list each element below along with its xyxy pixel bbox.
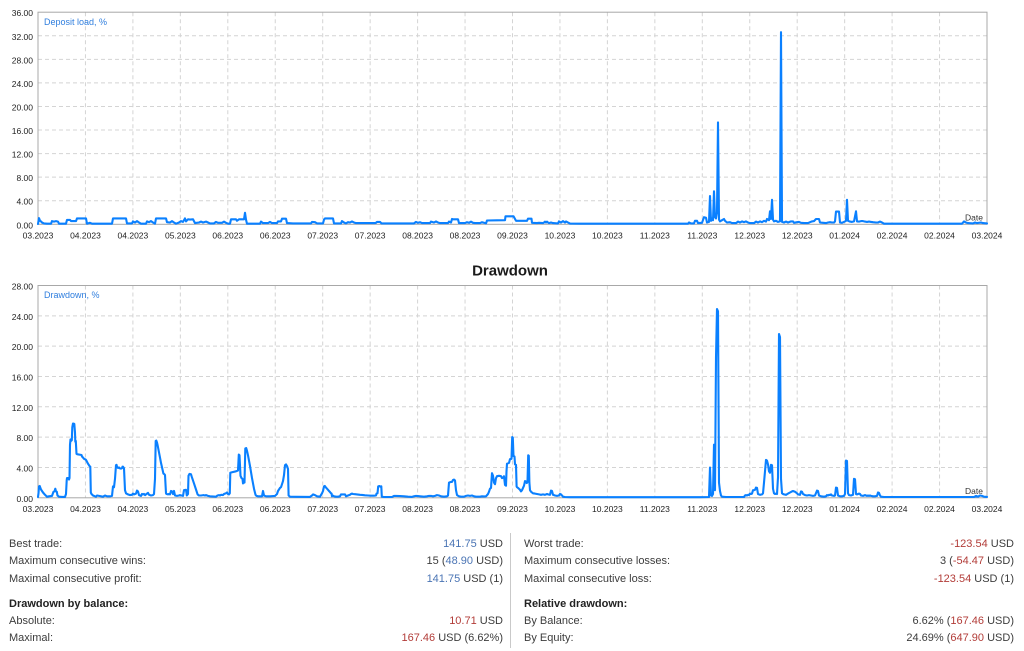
svg-text:Deposit load, %: Deposit load, %: [44, 17, 107, 27]
svg-text:09.2023: 09.2023: [497, 230, 528, 240]
svg-text:12.2023: 12.2023: [734, 504, 765, 514]
svg-text:05.2023: 05.2023: [165, 504, 196, 514]
svg-text:03.2024: 03.2024: [972, 230, 1003, 240]
svg-text:08.2023: 08.2023: [450, 504, 481, 514]
svg-text:04.2023: 04.2023: [70, 230, 101, 240]
svg-text:Drawdown, %: Drawdown, %: [44, 290, 100, 300]
svg-text:Date: Date: [965, 486, 983, 496]
svg-text:07.2023: 07.2023: [307, 230, 338, 240]
svg-text:Date: Date: [965, 212, 983, 222]
svg-text:32.00: 32.00: [12, 32, 34, 42]
svg-text:02.2024: 02.2024: [924, 504, 955, 514]
svg-text:01.2024: 01.2024: [829, 504, 860, 514]
svg-text:12.2023: 12.2023: [782, 504, 813, 514]
svg-text:08.2023: 08.2023: [450, 230, 481, 240]
svg-text:11.2023: 11.2023: [640, 230, 670, 240]
svg-text:04.2023: 04.2023: [118, 504, 149, 514]
svg-text:20.00: 20.00: [12, 342, 34, 352]
svg-text:01.2024: 01.2024: [829, 230, 860, 240]
svg-text:02.2024: 02.2024: [877, 230, 908, 240]
svg-text:05.2023: 05.2023: [165, 230, 196, 240]
svg-text:4.00: 4.00: [16, 197, 33, 207]
svg-text:24.00: 24.00: [12, 312, 34, 322]
svg-text:12.2023: 12.2023: [734, 230, 765, 240]
svg-text:07.2023: 07.2023: [355, 230, 386, 240]
svg-text:07.2023: 07.2023: [307, 504, 338, 514]
svg-text:08.2023: 08.2023: [402, 230, 433, 240]
svg-text:11.2023: 11.2023: [640, 504, 670, 514]
svg-text:28.00: 28.00: [12, 55, 34, 65]
svg-text:12.00: 12.00: [12, 403, 34, 413]
svg-text:8.00: 8.00: [16, 433, 33, 443]
svg-text:03.2023: 03.2023: [23, 504, 54, 514]
svg-text:06.2023: 06.2023: [260, 504, 291, 514]
svg-text:36.00: 36.00: [12, 8, 34, 18]
svg-text:08.2023: 08.2023: [402, 504, 433, 514]
svg-text:10.2023: 10.2023: [592, 230, 623, 240]
svg-text:06.2023: 06.2023: [260, 230, 291, 240]
svg-text:11.2023: 11.2023: [687, 230, 717, 240]
svg-text:07.2023: 07.2023: [355, 504, 386, 514]
svg-text:06.2023: 06.2023: [212, 504, 243, 514]
svg-text:12.00: 12.00: [12, 150, 34, 160]
svg-text:10.2023: 10.2023: [545, 504, 576, 514]
svg-text:12.2023: 12.2023: [782, 230, 813, 240]
svg-text:06.2023: 06.2023: [212, 230, 243, 240]
svg-text:20.00: 20.00: [12, 102, 34, 112]
svg-text:10.2023: 10.2023: [592, 504, 623, 514]
svg-text:0.00: 0.00: [16, 494, 33, 504]
svg-text:28.00: 28.00: [12, 282, 34, 292]
svg-text:0.00: 0.00: [16, 220, 33, 230]
svg-text:10.2023: 10.2023: [545, 230, 576, 240]
svg-text:4.00: 4.00: [16, 463, 33, 473]
svg-text:03.2023: 03.2023: [23, 230, 54, 240]
svg-text:24.00: 24.00: [12, 79, 34, 89]
svg-text:04.2023: 04.2023: [70, 504, 101, 514]
svg-text:03.2024: 03.2024: [972, 504, 1003, 514]
svg-text:Drawdown: Drawdown: [472, 263, 548, 280]
svg-text:02.2024: 02.2024: [877, 504, 908, 514]
svg-text:16.00: 16.00: [12, 126, 34, 136]
svg-text:02.2024: 02.2024: [924, 230, 955, 240]
svg-text:04.2023: 04.2023: [118, 230, 149, 240]
svg-text:09.2023: 09.2023: [497, 504, 528, 514]
svg-text:8.00: 8.00: [16, 173, 33, 183]
svg-text:16.00: 16.00: [12, 372, 34, 382]
svg-text:11.2023: 11.2023: [687, 504, 717, 514]
